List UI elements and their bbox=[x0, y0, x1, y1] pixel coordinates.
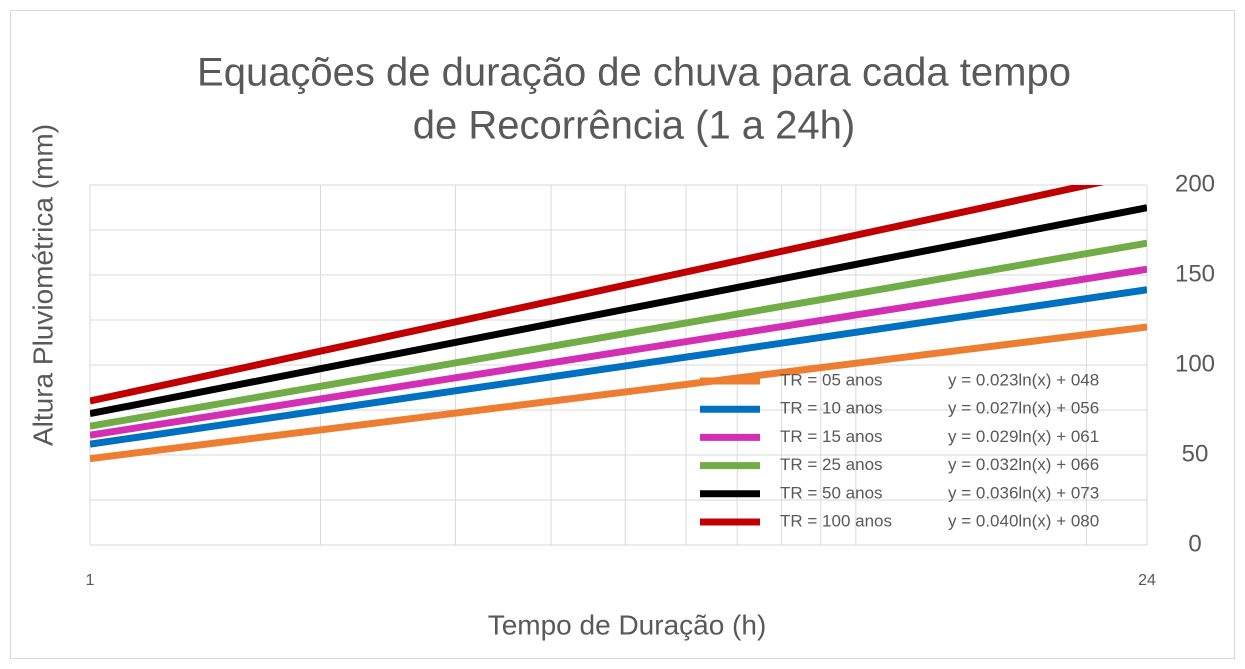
series-line bbox=[90, 204, 1147, 418]
y-tick-label: 50 bbox=[1182, 440, 1209, 467]
legend-equation: y = 0.032ln(x) + 066 bbox=[948, 455, 1099, 474]
legend-equation: y = 0.029ln(x) + 061 bbox=[948, 427, 1099, 446]
series-line bbox=[90, 239, 1147, 430]
x-tick-label: 24 bbox=[1138, 572, 1156, 589]
y-tick-label: 100 bbox=[1175, 350, 1215, 377]
series-line bbox=[90, 265, 1147, 439]
series-line bbox=[90, 323, 1147, 463]
series-line bbox=[90, 286, 1147, 448]
legend-label: TR = 100 anos bbox=[780, 511, 892, 530]
legend-equation: y = 0.027ln(x) + 056 bbox=[948, 399, 1099, 418]
y-tick-label: 150 bbox=[1175, 260, 1215, 287]
legend-label: TR = 05 anos bbox=[780, 370, 883, 389]
legend-label: TR = 25 anos bbox=[780, 455, 883, 474]
chart-title: Equações de duração de chuva para cada t… bbox=[197, 51, 1071, 95]
y-axis-label: Altura Pluviométrica (mm) bbox=[27, 124, 58, 446]
legend-equation: y = 0.023ln(x) + 048 bbox=[948, 370, 1099, 389]
y-tick-label: 200 bbox=[1175, 170, 1215, 197]
x-axis-label: Tempo de Duração (h) bbox=[488, 609, 767, 640]
y-tick-label: 0 bbox=[1188, 530, 1201, 557]
legend-equation: y = 0.036ln(x) + 073 bbox=[948, 483, 1099, 502]
series-line bbox=[90, 185, 1105, 405]
plot-area bbox=[90, 185, 1147, 463]
legend-label: TR = 10 anos bbox=[780, 399, 883, 418]
x-tick-label: 1 bbox=[86, 572, 95, 589]
legend-equation: y = 0.040ln(x) + 080 bbox=[948, 511, 1099, 530]
legend-label: TR = 15 anos bbox=[780, 427, 883, 446]
chart-title: de Recorrência (1 a 24h) bbox=[413, 104, 855, 148]
legend-label: TR = 50 anos bbox=[780, 483, 883, 502]
